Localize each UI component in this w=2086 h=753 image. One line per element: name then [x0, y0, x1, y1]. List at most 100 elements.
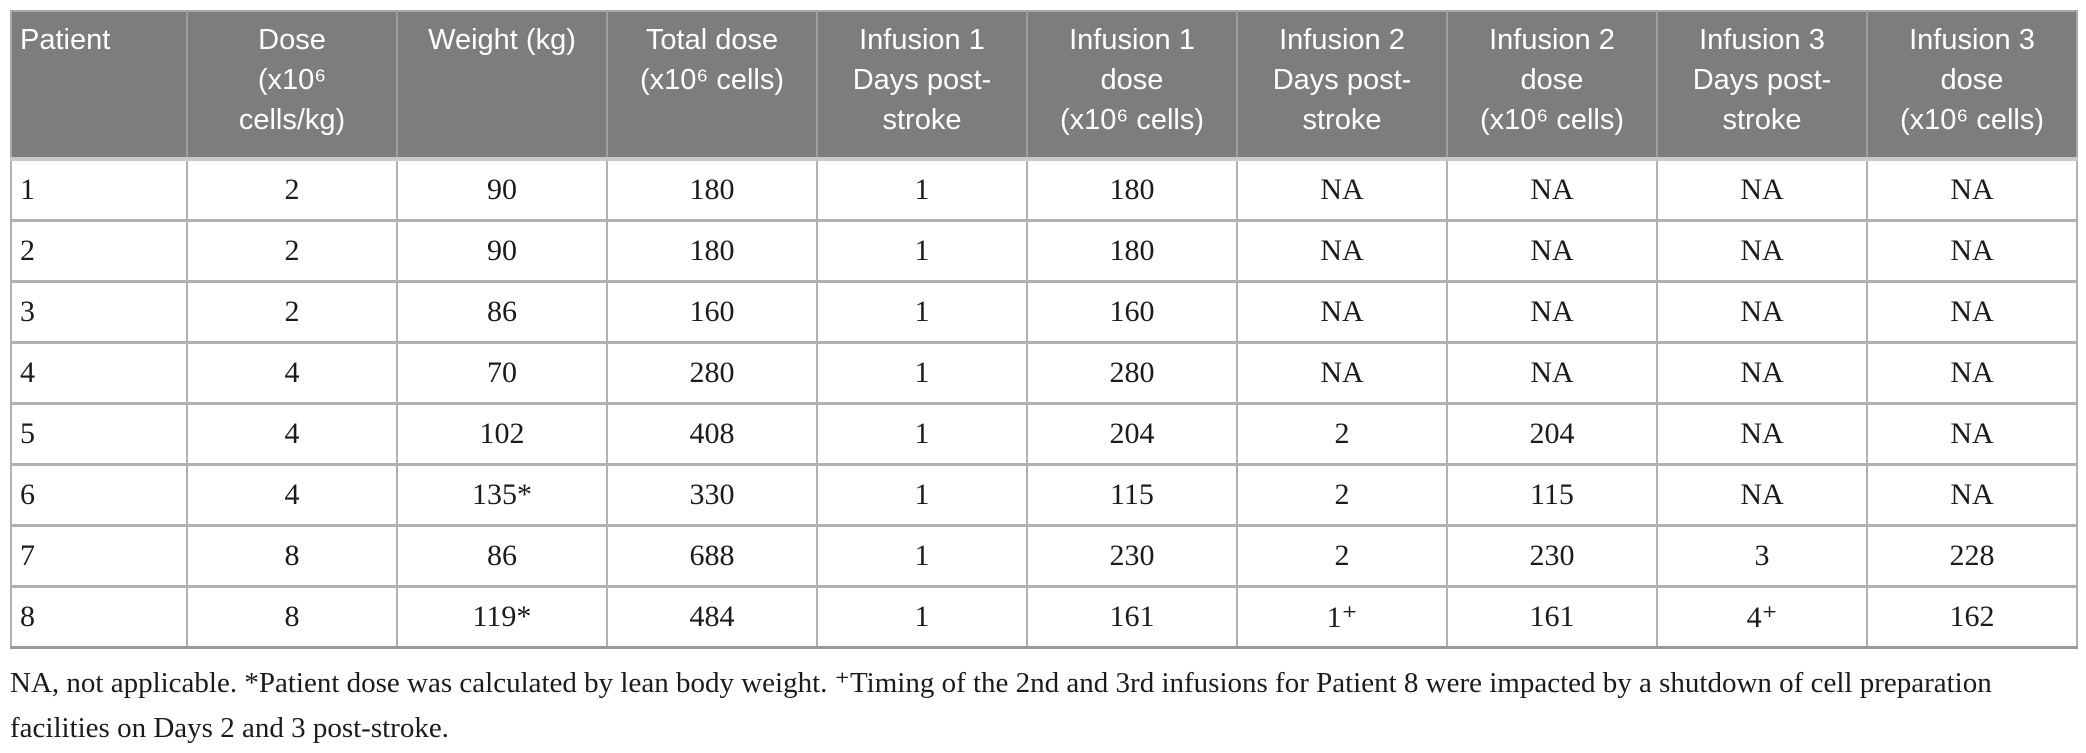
table-cell: NA — [1866, 280, 2078, 344]
table-cell: NA — [1866, 157, 2078, 222]
table-cell: 8 — [186, 524, 398, 588]
table-cell: 160 — [1026, 280, 1238, 344]
table-cell: NA — [1656, 280, 1868, 344]
table-row-patient-2: 2 2 90 180 1 180 NA NA NA NA — [10, 219, 2078, 283]
table-cell: NA — [1446, 157, 1658, 222]
table-cell: 3 — [1656, 524, 1868, 588]
table-cell: 180 — [606, 219, 818, 283]
table-cell: 160 — [606, 280, 818, 344]
table-cell: 280 — [606, 341, 818, 405]
table-cell: 115 — [1026, 463, 1238, 527]
header-infusion1-dose: Infusion 1 dose (x10⁶ cells) — [1026, 11, 1237, 159]
table-footnote: NA, not applicable. *Patient dose was ca… — [10, 667, 1992, 744]
table-cell: 1 — [816, 157, 1028, 222]
header-patient: Patient — [11, 11, 187, 159]
table-cell: 4⁺ — [1656, 585, 1868, 649]
table-cell: 119* — [396, 585, 608, 649]
table-cell: 280 — [1026, 341, 1238, 405]
table-cell: 8 — [186, 585, 398, 649]
header-dose-per-kg: Dose (x10⁶ cells/kg) — [186, 11, 397, 159]
table-cell: 135* — [396, 463, 608, 527]
table-cell: 204 — [1446, 402, 1658, 466]
table-cell: 115 — [1446, 463, 1658, 527]
table-cell: NA — [1656, 219, 1868, 283]
table-cell: 2 — [186, 157, 398, 222]
table-cell: 4 — [186, 463, 398, 527]
table-cell: 484 — [606, 585, 818, 649]
header-row: Patient Dose (x10⁶ cells/kg) Weight (kg)… — [11, 11, 2077, 159]
table-cell: 204 — [1026, 402, 1238, 466]
header-infusion2-days: Infusion 2 Days post- stroke — [1236, 11, 1447, 159]
table-cell: 86 — [396, 524, 608, 588]
table-cell: 408 — [606, 402, 818, 466]
table-cell: NA — [1236, 157, 1448, 222]
table-cell: 2 — [1236, 524, 1448, 588]
table-cell: 1 — [816, 524, 1028, 588]
table-cell: NA — [1866, 219, 2078, 283]
table-cell: 180 — [1026, 219, 1238, 283]
table-cell: 86 — [396, 280, 608, 344]
table-cell: NA — [1236, 219, 1448, 283]
table-cell: 7 — [10, 524, 188, 588]
table-cell: 180 — [1026, 157, 1238, 222]
table-cell: 161 — [1026, 585, 1238, 649]
table-cell: NA — [1656, 402, 1868, 466]
table-cell: 2 — [1236, 402, 1448, 466]
table-cell: 4 — [10, 341, 188, 405]
table-cell: NA — [1446, 341, 1658, 405]
table-cell: 3 — [10, 280, 188, 344]
table-cell: 2 — [10, 219, 188, 283]
header-total-dose: Total dose (x10⁶ cells) — [606, 11, 817, 159]
table-row-patient-1: 1 2 90 180 1 180 NA NA NA NA — [10, 157, 2078, 222]
header-infusion2-dose: Infusion 2 dose (x10⁶ cells) — [1446, 11, 1657, 159]
header-infusion3-days: Infusion 3 Days post- stroke — [1656, 11, 1867, 159]
table-row-patient-8: 8 8 119* 484 1 161 1⁺ 161 4⁺ 162 — [10, 585, 2078, 649]
table-cell: 180 — [606, 157, 818, 222]
table-cell: 1 — [816, 280, 1028, 344]
table-cell: 1 — [816, 219, 1028, 283]
table-cell: 102 — [396, 402, 608, 466]
table-cell: 4 — [186, 341, 398, 405]
table-cell: 161 — [1446, 585, 1658, 649]
table-row-patient-6: 6 4 135* 330 1 115 2 115 NA NA — [10, 463, 2078, 527]
table-cell: NA — [1656, 463, 1868, 527]
table-row-patient-5: 5 4 102 408 1 204 2 204 NA NA — [10, 402, 2078, 466]
table-cell: 230 — [1446, 524, 1658, 588]
table-cell: 5 — [10, 402, 188, 466]
table-cell: 90 — [396, 219, 608, 283]
table-cell: 8 — [10, 585, 188, 649]
header-weight: Weight (kg) — [396, 11, 607, 159]
table-cell: 90 — [396, 157, 608, 222]
table-cell: 230 — [1026, 524, 1238, 588]
table-cell: 1 — [816, 585, 1028, 649]
table-cell: NA — [1446, 280, 1658, 344]
table-cell: NA — [1866, 402, 2078, 466]
table-cell: 70 — [396, 341, 608, 405]
table-cell: 162 — [1866, 585, 2078, 649]
table-cell: 1 — [816, 402, 1028, 466]
table-cell: 1 — [10, 157, 188, 222]
table-cell: 6 — [10, 463, 188, 527]
table-cell: 4 — [186, 402, 398, 466]
table-row-patient-3: 3 2 86 160 1 160 NA NA NA NA — [10, 280, 2078, 344]
table-cell: NA — [1866, 463, 2078, 527]
table-cell: 1⁺ — [1236, 585, 1448, 649]
table-cell: NA — [1236, 280, 1448, 344]
patient-dosing-table: Patient Dose (x10⁶ cells/kg) Weight (kg)… — [10, 10, 2078, 649]
table-cell: NA — [1866, 341, 2078, 405]
table-cell: 688 — [606, 524, 818, 588]
table-cell: 1 — [816, 341, 1028, 405]
header-infusion1-days: Infusion 1 Days post- stroke — [816, 11, 1027, 159]
table-cell: 228 — [1866, 524, 2078, 588]
header-infusion3-dose: Infusion 3 dose (x10⁶ cells) — [1866, 11, 2077, 159]
table-cell: NA — [1656, 341, 1868, 405]
table-cell: 2 — [186, 219, 398, 283]
table-cell: NA — [1656, 157, 1868, 222]
table-row-patient-4: 4 4 70 280 1 280 NA NA NA NA — [10, 341, 2078, 405]
table-row-patient-7: 7 8 86 688 1 230 2 230 3 228 — [10, 524, 2078, 588]
table-cell: 2 — [186, 280, 398, 344]
table-cell: NA — [1236, 341, 1448, 405]
table-cell: 2 — [1236, 463, 1448, 527]
table-cell: 330 — [606, 463, 818, 527]
